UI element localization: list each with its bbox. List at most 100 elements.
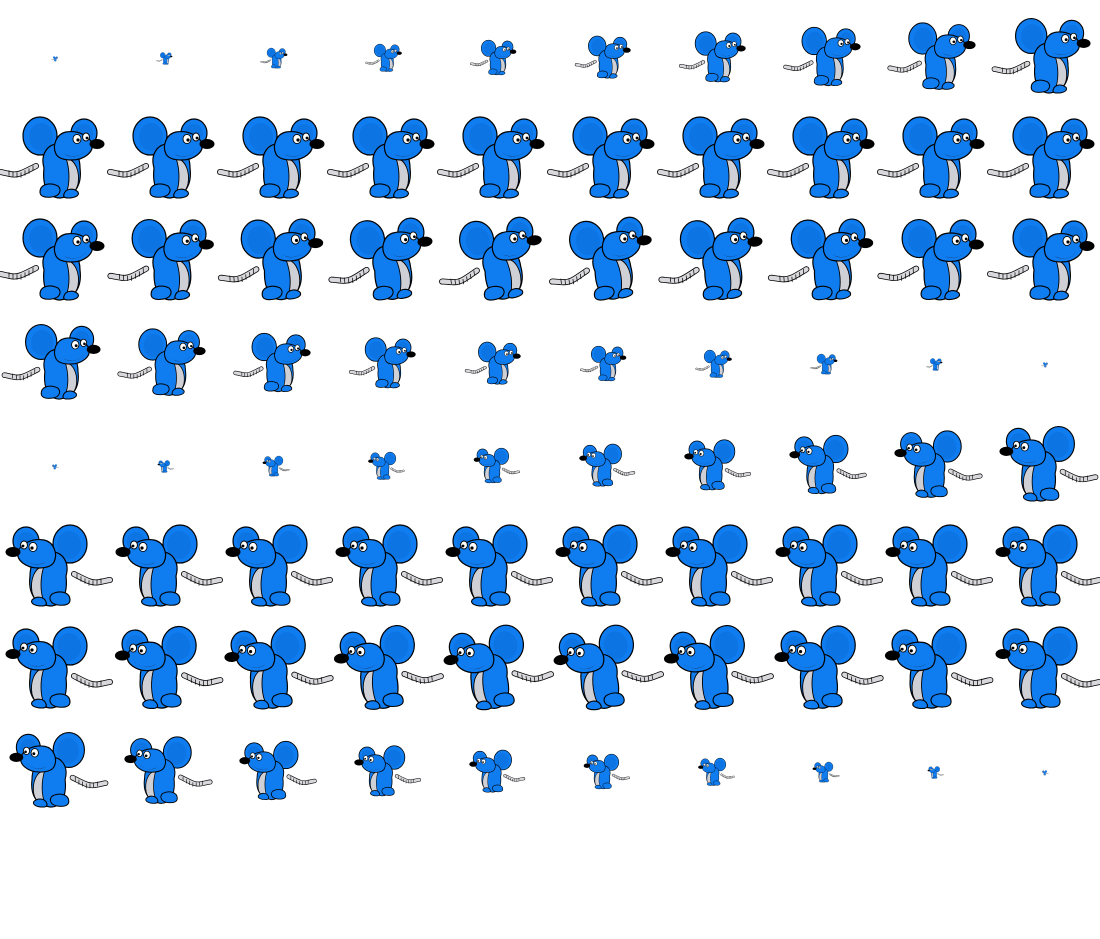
sprite-frame <box>770 310 880 412</box>
mouse-sprite-icon <box>445 524 553 607</box>
mouse-sprite-icon <box>657 116 765 199</box>
sprite-frame <box>767 106 880 208</box>
sprite-frame <box>990 310 1100 412</box>
mouse-sprite-icon <box>0 116 105 199</box>
mouse-sprite-icon <box>365 43 402 72</box>
sprite-frame <box>880 310 990 412</box>
mouse-sprite-icon <box>774 625 884 710</box>
mouse-sprite-icon <box>995 626 1100 709</box>
sprite-frame <box>550 616 664 718</box>
mouse-sprite-icon <box>51 56 58 62</box>
sprite-frame <box>770 4 880 106</box>
sprite-frame <box>220 310 330 412</box>
mouse-sprite-icon <box>333 624 444 710</box>
sprite-frame <box>440 718 550 820</box>
sprite-frame <box>330 616 444 718</box>
mouse-sprite-icon <box>810 353 838 375</box>
sprite-frame <box>440 4 550 106</box>
mouse-sprite-icon <box>579 443 636 487</box>
sprite-frame <box>550 718 660 820</box>
sprite-frame <box>877 208 990 310</box>
mouse-sprite-icon <box>439 216 542 301</box>
mouse-sprite-icon <box>0 218 105 301</box>
mouse-sprite-icon <box>217 218 324 301</box>
sprite-frame <box>110 718 220 820</box>
sprite-frame <box>767 208 880 310</box>
mouse-sprite-icon <box>9 731 109 808</box>
mouse-sprite-icon <box>115 524 223 607</box>
mouse-sprite-icon <box>443 624 554 711</box>
sprite-frame <box>220 616 334 718</box>
mouse-sprite-icon <box>5 524 113 607</box>
sprite-frame <box>550 412 660 514</box>
mouse-sprite-icon <box>547 116 655 199</box>
mouse-sprite-icon <box>555 524 663 607</box>
sprite-frame <box>220 514 333 616</box>
sprite-frame <box>660 718 770 820</box>
mouse-sprite-icon <box>987 218 1095 301</box>
mouse-sprite-icon <box>684 439 751 491</box>
mouse-sprite-icon <box>437 116 545 199</box>
mouse-sprite-icon <box>549 216 652 301</box>
sprite-frame <box>550 514 663 616</box>
sprite-frame <box>880 412 990 514</box>
sprite-frame <box>330 310 440 412</box>
sprite-frame <box>990 4 1100 106</box>
mouse-sprite-icon <box>464 341 521 385</box>
sprite-frame <box>547 106 660 208</box>
mouse-sprite-icon <box>877 116 985 199</box>
sprite-frame <box>110 310 220 412</box>
mouse-sprite-icon <box>470 39 517 76</box>
sprite-frame <box>330 514 443 616</box>
mouse-sprite-icon <box>812 761 840 783</box>
sprite-frame <box>440 310 550 412</box>
sprite-frame <box>550 4 660 106</box>
mouse-sprite-icon <box>991 17 1091 94</box>
sprite-frame <box>770 412 880 514</box>
mouse-sprite-icon <box>5 626 113 709</box>
mouse-sprite-icon <box>233 332 311 393</box>
mouse-sprite-icon <box>260 47 288 69</box>
sprite-frame <box>217 106 330 208</box>
sprite-frame <box>990 514 1100 616</box>
mouse-sprite-icon <box>239 740 317 801</box>
mouse-sprite-icon <box>349 337 416 389</box>
mouse-sprite-icon <box>877 218 984 301</box>
sprite-frame <box>0 514 113 616</box>
sprite-frame <box>0 412 110 514</box>
sprite-frame <box>220 718 330 820</box>
sprite-frame <box>550 310 660 412</box>
sprite-frame <box>877 106 990 208</box>
sprite-frame <box>107 208 220 310</box>
sprite-frame <box>0 106 110 208</box>
sprite-frame <box>660 412 770 514</box>
mouse-sprite-icon <box>335 524 443 607</box>
mouse-sprite-icon <box>767 218 874 301</box>
sprite-frame <box>880 4 990 106</box>
mouse-sprite-icon <box>698 757 735 786</box>
mouse-sprite-icon <box>157 460 174 473</box>
mouse-sprite-icon <box>884 625 994 709</box>
mouse-sprite-icon <box>583 753 630 790</box>
sprite-frame <box>110 514 223 616</box>
mouse-sprite-icon <box>927 766 944 779</box>
sprite-frame <box>330 718 440 820</box>
sprite-frame <box>880 616 994 718</box>
sprite-frame <box>770 718 880 820</box>
mouse-sprite-icon <box>887 22 976 90</box>
sprite-frame <box>880 514 993 616</box>
sprite-frame <box>880 718 990 820</box>
mouse-sprite-icon <box>224 625 334 710</box>
mouse-sprite-icon <box>52 464 59 470</box>
sprite-frame <box>770 616 884 718</box>
mouse-sprite-icon <box>995 524 1100 607</box>
mouse-sprite-icon <box>354 745 421 797</box>
mouse-sprite-icon <box>987 116 1095 199</box>
mouse-sprite-icon <box>580 345 627 382</box>
mouse-sprite-icon <box>114 625 224 709</box>
sprite-frame <box>220 412 330 514</box>
mouse-sprite-icon <box>328 217 433 301</box>
sprite-frame <box>660 514 773 616</box>
mouse-sprite-icon <box>262 455 290 477</box>
sprite-frame <box>549 208 660 310</box>
